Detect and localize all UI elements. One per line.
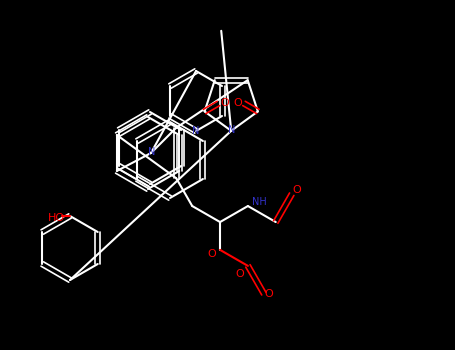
Text: O: O <box>236 269 244 279</box>
Text: N: N <box>148 147 156 157</box>
Text: O: O <box>233 98 243 108</box>
Text: O: O <box>264 289 273 299</box>
Text: O: O <box>220 98 229 108</box>
Text: N: N <box>228 125 235 135</box>
Text: NH: NH <box>252 197 267 207</box>
Text: O: O <box>293 185 301 195</box>
Text: HO: HO <box>47 213 65 223</box>
Text: N: N <box>192 126 200 136</box>
Text: O: O <box>207 249 217 259</box>
